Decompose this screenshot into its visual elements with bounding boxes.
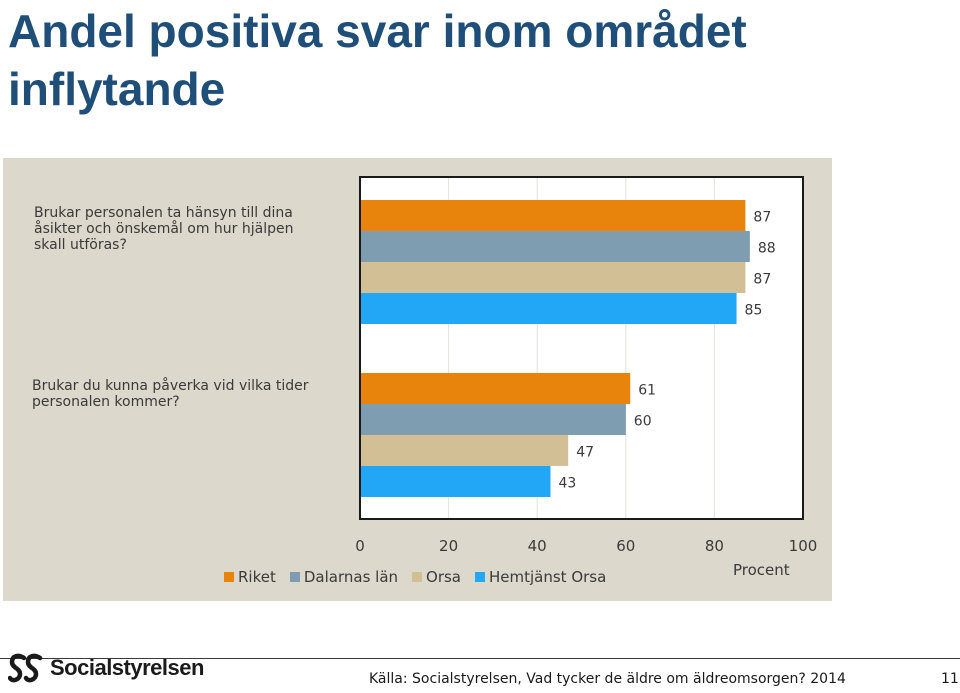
data-label: 47: [576, 445, 594, 461]
tick-label: 0: [355, 537, 365, 555]
tick-label: 20: [439, 537, 458, 555]
data-label: 88: [758, 241, 776, 257]
tick-label: 100: [789, 537, 818, 555]
plot-border: [359, 176, 804, 520]
tick-label: 60: [616, 537, 635, 555]
bar-2-orsa: [361, 435, 569, 466]
data-label: 61: [638, 383, 656, 399]
legend-item-dalarnas-lan: Dalarnas län: [289, 568, 399, 586]
legend-label: Hemtjänst Orsa: [489, 568, 607, 586]
logo-mark-icon: [8, 653, 43, 683]
legend-swatch: [475, 572, 485, 582]
source-note: Källa: Socialstyrelsen, Vad tycker de äl…: [369, 671, 846, 687]
page-number: 11: [941, 671, 959, 687]
chart-panel: 87 88 87 85 61 60 47 43 0 20 40 60 80 100 Brukar pers…: [3, 158, 832, 601]
bar-1-hemtjänst-orsa: [361, 293, 737, 324]
chart-legend: Riket Dalarnas län Orsa Hemtjänst Orsa: [224, 568, 606, 586]
legend-swatch: [224, 572, 234, 582]
bar-2-hemtjänst-orsa: [361, 466, 551, 497]
tick-label: 80: [705, 537, 724, 555]
data-label: 87: [753, 272, 771, 288]
footer-divider: [0, 658, 960, 659]
data-label: 43: [558, 476, 576, 492]
tick-label: 40: [528, 537, 547, 555]
legend-label: Dalarnas län: [303, 568, 399, 586]
legend-swatch: [289, 572, 300, 582]
data-label: 87: [753, 210, 771, 226]
data-label: 60: [634, 414, 652, 430]
category-label-2: Brukar du kunna påverka vid vilka tider …: [32, 378, 309, 410]
legend-item-hemtjanst-orsa: Hemtjänst Orsa: [475, 568, 606, 586]
bar-1-orsa: [361, 262, 746, 293]
logo-text: Socialstyrelsen: [50, 655, 204, 680]
socialstyrelsen-logo: Socialstyrelsen: [8, 652, 204, 684]
legend-item-orsa: Orsa: [412, 568, 461, 586]
legend-label: Orsa: [426, 568, 461, 586]
bar-2-riket: [361, 373, 631, 404]
x-axis-title: Procent: [733, 561, 790, 579]
legend-label: Riket: [238, 568, 276, 586]
bar-2-dalarnas-län: [361, 404, 626, 435]
legend-item-riket: Riket: [224, 568, 276, 586]
bar-1-dalarnas-län: [361, 231, 750, 262]
category-label-1: Brukar personalen ta hänsyn till dina ås…: [34, 205, 294, 253]
legend-swatch: [412, 572, 423, 582]
data-label: 85: [745, 303, 763, 319]
bar-1-riket: [361, 200, 746, 231]
slide-title: Andel positiva svar inom området inflyta…: [8, 5, 747, 115]
